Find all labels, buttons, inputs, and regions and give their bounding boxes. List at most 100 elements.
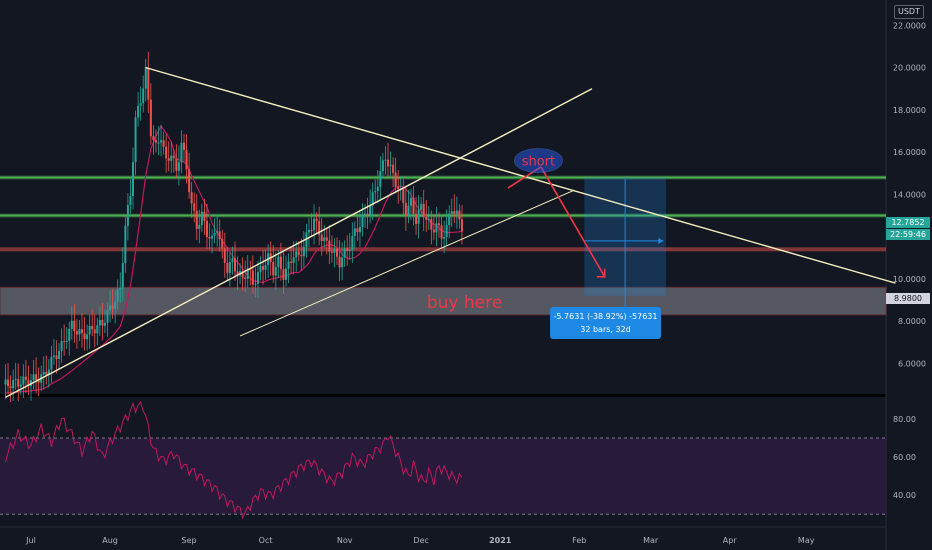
rsi-tick-label: 60.00	[893, 453, 916, 462]
candle-body	[22, 376, 25, 385]
candle-body	[172, 155, 175, 159]
candle-body	[231, 258, 234, 262]
candle-body	[295, 251, 298, 258]
time-tick-label: Feb	[572, 536, 586, 545]
candle-body	[216, 231, 219, 233]
candle-body	[193, 203, 196, 211]
candle-body	[274, 267, 277, 276]
candle-body	[218, 231, 221, 240]
candle-body	[7, 379, 10, 387]
candle-body	[9, 386, 12, 389]
candle-body	[343, 248, 346, 258]
candle-body	[333, 248, 336, 253]
candle-body	[292, 257, 295, 263]
candle-body	[121, 263, 124, 289]
candle-body	[443, 237, 446, 239]
candle-body	[195, 210, 198, 229]
pane-separator	[0, 394, 886, 397]
short-ellipse	[513, 148, 563, 174]
candle-body	[221, 239, 224, 249]
candle-body	[300, 254, 303, 257]
candle-body	[409, 197, 412, 206]
price-tick-label: 14.0000	[893, 190, 926, 199]
price-tick-label: 10.0000	[893, 275, 926, 284]
time-tick-label: 2021	[489, 536, 512, 545]
measure-tooltip: -5.7631 (-38.92%) -57631 32 bars, 32d	[550, 307, 661, 339]
price-tick-label: 8.0000	[898, 317, 926, 326]
candle-body	[453, 211, 456, 215]
candle-body	[4, 379, 7, 385]
candle-body	[290, 261, 293, 263]
candle-body	[228, 261, 231, 273]
candle-body	[24, 376, 27, 380]
candle-body	[203, 211, 206, 221]
candle-body	[435, 223, 438, 233]
candle-body	[213, 232, 216, 236]
price-tick-label: 22.0000	[893, 21, 926, 30]
rsi-tick-label: 80.00	[893, 415, 916, 424]
candle-body	[348, 249, 351, 251]
buy-zone	[0, 286, 887, 316]
candle-body	[198, 224, 201, 229]
candle-body	[50, 356, 53, 370]
candle-body	[458, 210, 461, 220]
candle-body	[32, 374, 35, 381]
candle-body	[188, 169, 191, 193]
candle-body	[52, 355, 55, 357]
candle-body	[160, 140, 163, 143]
candle-body	[376, 186, 379, 192]
candle-body	[387, 159, 389, 167]
candle-body	[83, 333, 86, 340]
candle-body	[205, 220, 208, 238]
candle-body	[417, 209, 420, 224]
candle-body	[65, 341, 68, 343]
candle-body	[241, 270, 244, 278]
candle-body	[254, 283, 257, 285]
candle-body	[307, 230, 310, 233]
candle-body	[19, 384, 22, 387]
candle-body	[183, 142, 185, 151]
countdown-badge: 22:59:46	[886, 229, 930, 240]
candle-body	[246, 268, 249, 279]
candle-body	[445, 225, 448, 238]
candle-body	[98, 319, 101, 326]
candle-body	[96, 325, 99, 334]
time-tick-label: Oct	[259, 536, 273, 545]
candle-body	[58, 351, 61, 359]
currency-label[interactable]: USDT	[894, 5, 924, 19]
short-target-arrow	[540, 166, 606, 278]
candle-body	[170, 155, 173, 161]
candle-body	[315, 218, 318, 222]
candle-body	[310, 230, 313, 232]
time-tick-label: May	[798, 536, 815, 545]
candle-body	[330, 251, 333, 253]
candle-body	[287, 261, 290, 269]
candle-body	[369, 205, 372, 216]
candle-body	[358, 227, 361, 233]
candle-body	[134, 117, 137, 163]
candle-body	[389, 164, 392, 167]
time-tick-label: Jul	[25, 536, 36, 545]
candle-body	[142, 88, 145, 104]
candle-body	[251, 270, 254, 285]
candle-body	[285, 268, 287, 280]
candle-body	[244, 277, 247, 279]
candle-body	[256, 272, 259, 284]
candle-body	[282, 268, 285, 280]
candle-body	[297, 251, 300, 255]
short-entry-arrow	[507, 166, 542, 189]
candle-body	[154, 139, 157, 143]
candle-body	[162, 140, 165, 147]
candle-body	[45, 371, 48, 375]
short-target-arrowhead	[596, 268, 606, 278]
candle-body	[165, 146, 168, 159]
candle-body	[277, 256, 280, 268]
measure-duration: 32 bars, 32d	[580, 325, 631, 334]
candle-body	[249, 268, 252, 271]
candle-body	[328, 240, 331, 252]
time-tick-label: Nov	[337, 536, 353, 545]
candle-body	[412, 197, 415, 214]
candle-body	[422, 203, 425, 217]
candle-body	[325, 237, 328, 241]
